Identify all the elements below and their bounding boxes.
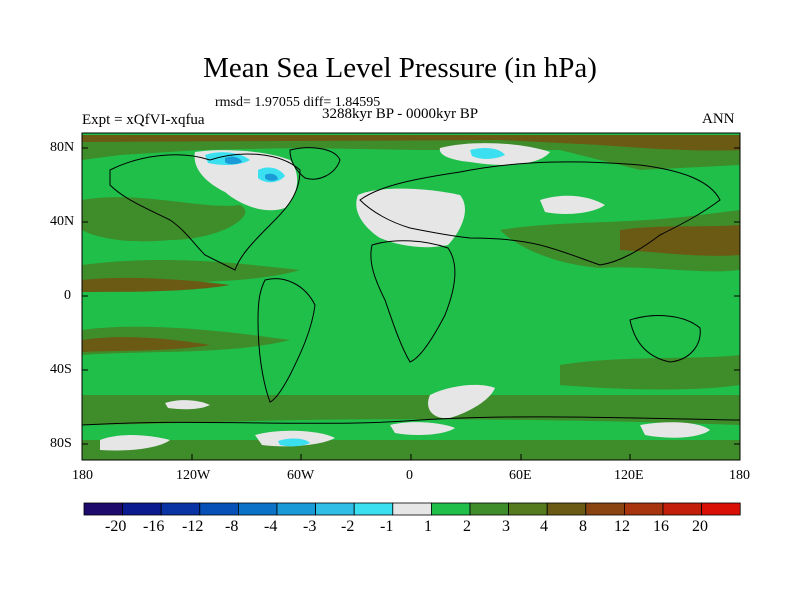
colorbar-label: -1 — [380, 518, 394, 535]
colorbar-label: -12 — [182, 518, 204, 535]
coastlines — [81, 147, 741, 426]
colorbar-label: -3 — [303, 518, 317, 535]
colorbar-swatch — [237, 502, 278, 516]
colorbar-label: -8 — [225, 518, 239, 535]
antarctica-coast — [81, 416, 741, 426]
stats-label: rmsd= 1.97055 diff= 1.84595 — [215, 95, 381, 110]
lat-label-40s: 40S — [50, 362, 72, 377]
colorbar-swatch — [546, 502, 587, 516]
anomaly-fill-white — [100, 143, 710, 451]
colorbar-label: 16 — [653, 518, 669, 535]
colorbar-label: -16 — [143, 518, 165, 535]
colorbar-swatch — [585, 502, 625, 516]
colorbar-swatch — [122, 502, 162, 516]
australia-coast — [629, 315, 701, 363]
north-america-coast — [109, 153, 301, 271]
lon-label-60e: 60E — [509, 468, 532, 483]
experiment-label: Expt = xQfVI-xqfua — [82, 112, 205, 128]
colorbar-label: 8 — [579, 518, 587, 535]
colorbar-label: 4 — [540, 518, 548, 535]
colorbar-swatch — [469, 502, 509, 516]
south-america-coast — [257, 278, 316, 403]
colorbar-swatch — [624, 502, 664, 516]
colorbar-swatch — [353, 502, 394, 516]
colorbar-label: -20 — [105, 518, 127, 535]
colorbar-swatch — [199, 502, 239, 516]
colorbar-swatch — [315, 502, 355, 516]
colorbar-label: -4 — [264, 518, 278, 535]
colorbar-label: 2 — [463, 518, 471, 535]
colorbar-swatch — [276, 502, 316, 516]
season-label: ANN — [702, 111, 735, 127]
colorbar-swatch — [662, 502, 702, 516]
lon-label-120w: 120W — [176, 468, 211, 483]
colorbar-swatch — [392, 502, 432, 516]
colorbar-swatch — [430, 502, 471, 516]
colorbar-label: 12 — [614, 518, 630, 535]
anomaly-fill-brown — [82, 135, 740, 352]
colorbar-swatch — [160, 502, 201, 516]
colorbar-swatch — [701, 502, 741, 516]
anomaly-fill-blue — [225, 156, 278, 181]
lon-label-0: 0 — [406, 468, 413, 483]
lat-label-80n: 80N — [50, 140, 75, 155]
lon-label-60w: 60W — [287, 468, 315, 483]
lon-label-180w: 180 — [72, 468, 93, 483]
colorbar-label: -2 — [341, 518, 355, 535]
lon-label-180e: 180 — [729, 468, 750, 483]
colorbar-swatch — [83, 502, 123, 516]
greenland-coast — [289, 147, 341, 180]
colorbar-label: 20 — [692, 518, 708, 535]
lon-label-120e: 120E — [614, 468, 644, 483]
lat-label-40n: 40N — [50, 214, 75, 229]
africa-coast — [370, 240, 456, 363]
colorbar-label: 3 — [502, 518, 510, 535]
map-title: Mean Sea Level Pressure (in hPa) — [203, 52, 597, 84]
lat-label-80s: 80S — [50, 436, 72, 451]
axis-ticks — [82, 147, 740, 460]
eurasia-coast — [359, 161, 721, 266]
lat-label-0: 0 — [64, 288, 71, 303]
period-label: 3288kyr BP - 0000kyr BP — [322, 106, 479, 122]
colorbar-label: 1 — [424, 518, 432, 535]
colorbar-swatch — [508, 502, 548, 516]
